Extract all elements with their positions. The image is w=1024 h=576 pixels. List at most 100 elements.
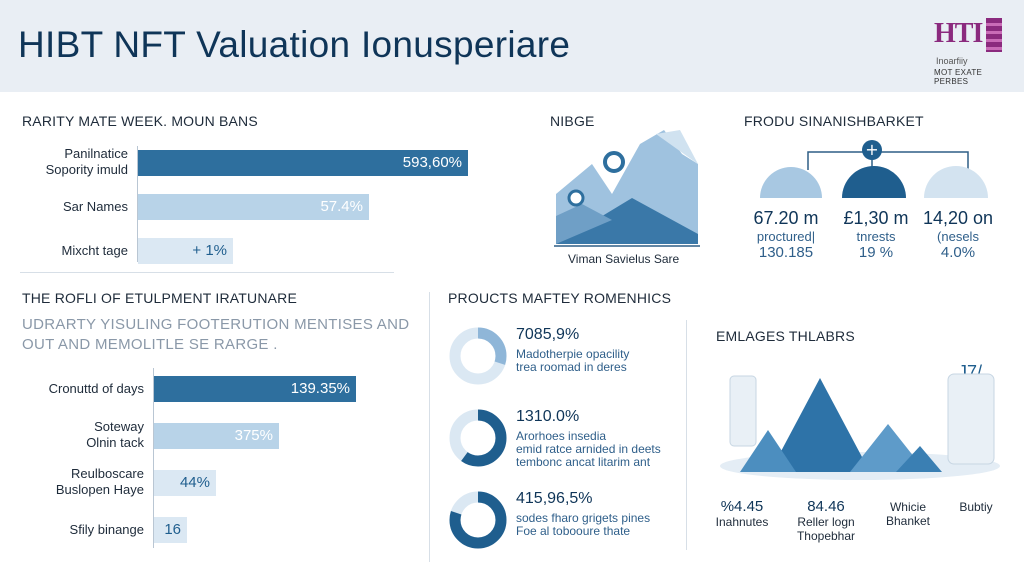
emlages-peak-left xyxy=(740,430,796,472)
emlages-stat-label: Bhanket xyxy=(885,514,931,528)
emlages-stat: 84.46 Reller logn Thopebhar xyxy=(781,498,871,543)
niege-title: NIBGE xyxy=(550,113,595,129)
mountain-front xyxy=(556,198,698,244)
bar-label-line: Olnin tack xyxy=(86,435,144,450)
bar-label-line: Sar Names xyxy=(62,199,128,214)
bar-label-line: Panilnatice xyxy=(64,146,128,161)
emlages-peak-right xyxy=(850,424,926,472)
product-donut xyxy=(449,409,507,467)
middle-divider xyxy=(429,292,430,562)
mountain-chart xyxy=(554,130,700,247)
bar-value: 44% xyxy=(179,474,210,491)
product-description: Arorhoes insedia emid ratce arnided in de… xyxy=(516,430,661,469)
bar-value: 57.4% xyxy=(320,198,363,215)
market-stat-label: tnrests xyxy=(856,229,896,244)
emlages-peak-small xyxy=(896,446,942,472)
donut-fill xyxy=(449,409,507,467)
market-stat: £1,30 m tnrests 19 % xyxy=(826,208,926,261)
emlages-stat: Whicie Bhanket xyxy=(863,500,953,528)
market-title: FRODU SINANISHBARKET xyxy=(744,113,924,129)
donut-fill xyxy=(449,327,507,385)
product-percent: 7085,9% xyxy=(516,326,580,343)
product-description-line: Foe al tobooure thate xyxy=(516,524,631,538)
market-stat-percent: 4.0% xyxy=(940,244,976,261)
page-title: HIBT NFT Valuation Ionusperiare xyxy=(18,24,571,65)
mountain-marker-icon xyxy=(603,151,625,173)
plus-glyph: + xyxy=(865,140,878,159)
rarity-title: RARITY MATE WEEK. MOUN BANS xyxy=(22,113,258,129)
bar: 375% xyxy=(154,423,279,449)
bar-label-line: Mixcht tage xyxy=(61,243,128,258)
emlages-illustration xyxy=(720,373,1000,480)
product-description-line: sodes fharo grigets pines xyxy=(516,511,651,525)
emlages-stat-label: Thopebhar xyxy=(796,529,856,543)
market-diagram: + xyxy=(760,140,988,198)
product-description-line: trea roomad in deres xyxy=(516,360,627,374)
market-stat-label: (nesels xyxy=(937,229,979,244)
bar: 16 xyxy=(154,517,187,543)
bar: 593,60% xyxy=(138,150,468,176)
left-divider xyxy=(20,272,394,273)
product-description-line: tembonc ancat litarim ant xyxy=(516,455,651,469)
emlages-stat-value: %4.45 xyxy=(720,498,764,515)
bar-value: 375% xyxy=(234,427,273,444)
emlages-bottle-icon xyxy=(729,375,757,447)
bar-fill xyxy=(138,194,369,220)
rarity-axis xyxy=(137,146,138,262)
emlages-stat-value: 84.46 xyxy=(807,498,845,515)
header-band: HIBT NFT Valuation Ionusperiare HTI Inoa… xyxy=(0,0,1024,92)
bar-label-line: Cronuttd of days xyxy=(48,381,144,396)
bar-fill xyxy=(154,376,356,402)
market-dome-left xyxy=(760,167,822,198)
market-stat-value: £1,30 m xyxy=(843,208,909,228)
bar-label: Reulboscare Buslopen Haye xyxy=(56,466,144,498)
bar-label: Sfily binange xyxy=(70,522,144,538)
bar: 57.4% xyxy=(138,194,369,220)
logo-bars-icon xyxy=(986,18,1002,52)
profile-axis xyxy=(153,368,154,548)
market-stat: 67.20 m proctured| 130.185 xyxy=(736,208,836,261)
market-stat-percent: 130.185 xyxy=(758,244,814,261)
product-donut xyxy=(449,491,507,549)
product-description: sodes fharo grigets pines Foe al tobooure… xyxy=(516,512,650,538)
bar-label: Sar Names xyxy=(63,199,128,215)
logo-line-1: Inoarfiiy xyxy=(936,56,968,66)
bar-fill xyxy=(138,238,233,264)
bar-label-line: Soteway xyxy=(94,419,144,434)
bar-label-line: Sopority imuld xyxy=(45,162,128,177)
emlages-peak-center xyxy=(770,378,870,472)
bar-value: 139.35% xyxy=(290,380,350,397)
emlages-stat-label: Reller logn xyxy=(797,515,855,529)
product-row: 1310.0% Arorhoes insedia emid ratce arnide… xyxy=(448,408,678,472)
market-stat-value: 14,20 on xyxy=(922,208,994,228)
market-stat-percent: 19 % xyxy=(858,244,894,261)
profile-subtitle-1: UDRARTY YISULING FOOTERUTION MENTISES AN… xyxy=(22,316,410,333)
emlages-stat: %4.45 Inahnutes xyxy=(697,498,787,529)
mountain-left xyxy=(556,204,612,244)
bar-label: Panilnatice Sopority imuld xyxy=(46,146,128,178)
bar-fill xyxy=(154,470,216,496)
emlages-stat-label: Bubtiy xyxy=(959,500,993,514)
bar-label-line: Sfily binange xyxy=(69,522,144,537)
bar-label: Cronuttd of days xyxy=(49,381,144,397)
product-percent: 415,96,5% xyxy=(516,490,593,507)
bar: + 1% xyxy=(138,238,233,264)
mountain-peak-light xyxy=(656,130,698,164)
emlages-title: EMLAGES THLABRS xyxy=(716,328,855,344)
product-donut xyxy=(449,327,507,385)
bar-label-line: Buslopen Haye xyxy=(55,482,144,497)
profile-title: THE ROFLI OF ETULPMENT IRATUNARE xyxy=(22,290,298,306)
plus-icon xyxy=(862,140,882,160)
bar-value: + 1% xyxy=(192,242,227,259)
emlages-stat-label: Inahnutes xyxy=(715,515,769,529)
logo-mark: HTI xyxy=(934,18,983,49)
emlages-jar-icon xyxy=(947,373,995,465)
market-dome-right xyxy=(924,166,988,198)
donut-fill xyxy=(449,491,507,549)
logo-line-2: MOT EXATE PERBES xyxy=(934,68,983,86)
bar-fill xyxy=(154,517,187,543)
bar-label: Mixcht tage xyxy=(62,243,128,259)
market-connector xyxy=(807,151,969,170)
products-title: PROUCTS MAFTEY ROMENHICS xyxy=(448,290,672,306)
product-description-line: Madotherpie opacility xyxy=(516,347,630,361)
